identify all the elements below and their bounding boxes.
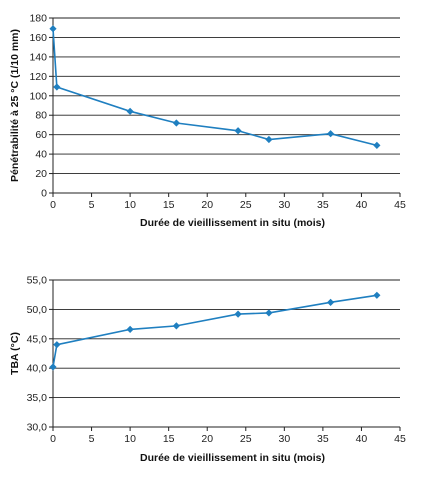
x-axis-title: Durée de vieillissement in situ (mois): [140, 217, 325, 229]
data-point: [373, 291, 381, 299]
data-point: [49, 363, 57, 371]
data-point: [53, 341, 61, 349]
x-tick-label: 30: [278, 433, 290, 445]
x-tick-label: 35: [317, 433, 329, 445]
y-tick-label: 40: [35, 149, 47, 161]
x-tick-label: 25: [240, 199, 252, 211]
y-tick-label: 60: [35, 129, 47, 141]
x-tick-label: 45: [394, 433, 406, 445]
series-line: [52, 294, 377, 368]
data-point: [126, 325, 134, 333]
y-tick-label: 55,0: [27, 275, 48, 287]
y-tick-label: 80: [35, 110, 47, 122]
data-point: [234, 127, 242, 135]
data-point: [172, 322, 180, 330]
data-point: [327, 298, 335, 306]
data-point: [172, 119, 180, 127]
data-point: [265, 309, 273, 317]
x-tick-label: 40: [356, 199, 368, 211]
data-point: [327, 130, 335, 138]
y-tick-label: 180: [29, 13, 47, 25]
x-tick-label: 10: [124, 433, 136, 445]
y-tick-label: 20: [35, 168, 47, 180]
x-tick-label: 45: [394, 199, 406, 211]
series-line: [52, 28, 378, 147]
x-tick-label: 25: [240, 433, 252, 445]
y-tick-label: 40,0: [27, 363, 48, 375]
data-point: [265, 135, 273, 144]
data-point: [53, 83, 61, 91]
y-tick-label: 30,0: [27, 422, 48, 434]
data-point: [234, 310, 242, 318]
x-tick-label: 30: [278, 199, 290, 211]
x-tick-label: 5: [89, 433, 95, 445]
x-tick-label: 20: [201, 433, 213, 445]
x-tick-label: 20: [201, 199, 213, 211]
x-tick-label: 35: [317, 199, 329, 211]
y-tick-label: 100: [29, 90, 47, 102]
data-point: [373, 141, 381, 149]
y-tick-label: 35,0: [27, 392, 48, 404]
x-tick-label: 15: [163, 199, 175, 211]
data-point: [49, 25, 57, 33]
y-tick-label: 45,0: [27, 333, 48, 345]
x-tick-label: 0: [50, 433, 56, 445]
y-tick-label: 160: [29, 32, 47, 44]
y-axis-title: Pénétrabilité à 25 °C (1/10 mm): [9, 29, 21, 182]
x-axis-title: Durée de vieillissement in situ (mois): [140, 452, 325, 464]
y-axis-title: TBA (°C): [9, 332, 21, 375]
y-tick-label: 50,0: [27, 304, 48, 316]
y-tick-label: 140: [29, 51, 47, 63]
x-tick-label: 5: [89, 199, 95, 211]
x-tick-label: 15: [163, 433, 175, 445]
chart-tba: 30,0 35,0 40,0 45,0 50,0 55,0 0 5 10 15 20 25 30 35 40…: [9, 275, 406, 465]
x-tick-label: 10: [124, 199, 136, 211]
y-tick-label: 120: [29, 71, 47, 83]
chart-penetrabilite: 0 20 40 60 80 100 120 140 160 180 0 5 10 15 20 25 30 35 40…: [9, 13, 406, 230]
x-tick-label: 0: [50, 199, 56, 211]
x-tick-label: 40: [356, 433, 368, 445]
data-point: [126, 107, 134, 115]
y-tick-label: 0: [41, 188, 47, 200]
